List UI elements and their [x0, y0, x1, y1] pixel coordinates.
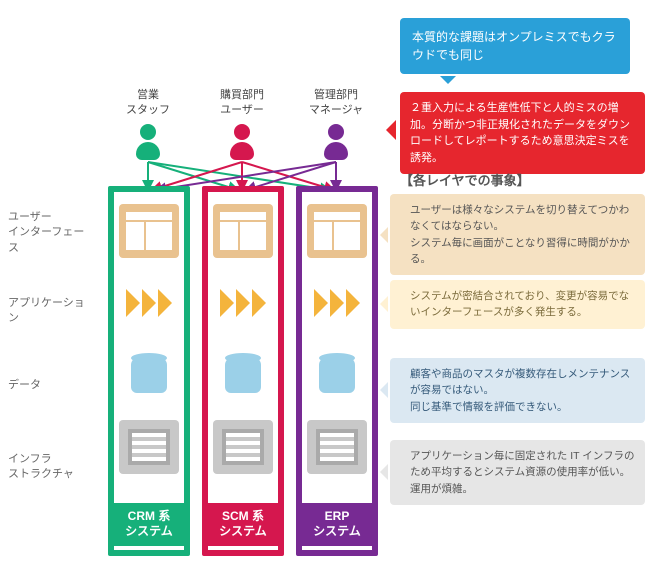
cell-infra-icon — [213, 420, 273, 474]
cell-data-icon — [307, 348, 367, 402]
row-label-ui: ユーザー インターフェース — [8, 210, 90, 256]
cell-app-icon — [213, 276, 273, 330]
cell-infra-icon — [307, 420, 367, 474]
row-label-data: データ — [8, 378, 90, 393]
section-title: 【各レイヤでの事象】 — [400, 170, 530, 189]
col-header-1: 営業 スタッフ — [118, 88, 178, 118]
col-header-3: 管理部門 マネージャ — [306, 88, 366, 118]
layer-note-ui: ユーザーは様々なシステムを切り替えてつかわなくてはならない。 システム毎に画面が… — [390, 194, 645, 275]
person-icon-purchase — [229, 124, 255, 160]
cell-app-icon — [307, 276, 367, 330]
pillar-label-scm: SCM 系 システム — [208, 503, 278, 546]
row-label-app: アプリケーション — [8, 296, 90, 327]
callout-blue: 本質的な課題はオンプレミスでもクラウドでも同じ — [400, 18, 630, 74]
layer-note-data: 顧客や商品のマスタが複数存在しメンテナンスが容易ではない。 同じ基準で情報を評価… — [390, 358, 645, 423]
layer-note-app: システムが密結合されており、変更が容易でないインターフェースが多く発生する。 — [390, 280, 645, 329]
cell-app-icon — [119, 276, 179, 330]
col-header-2: 購買部門 ユーザー — [212, 88, 272, 118]
callout-red: ２重入力による生産性低下と人的ミスの増加。分断かつ非正規化されたデータをダウンロ… — [400, 92, 645, 174]
cell-data-icon — [119, 348, 179, 402]
cell-infra-icon — [119, 420, 179, 474]
person-icon-sales — [135, 124, 161, 160]
pillar-crm: CRM 系 システム — [108, 186, 190, 556]
cell-ui-icon — [307, 204, 367, 258]
layer-note-infra: アプリケーション毎に固定された IT インフラのため平均するとシステム資源の使用… — [390, 440, 645, 505]
cell-ui-icon — [119, 204, 179, 258]
person-icon-manager — [323, 124, 349, 160]
pillar-erp: ERP システム — [296, 186, 378, 556]
pillar-label-crm: CRM 系 システム — [114, 503, 184, 546]
pillar-scm: SCM 系 システム — [202, 186, 284, 556]
cell-ui-icon — [213, 204, 273, 258]
pillar-label-erp: ERP システム — [302, 503, 372, 546]
row-label-infra: インフラ ストラクチャ — [8, 452, 90, 483]
cell-data-icon — [213, 348, 273, 402]
